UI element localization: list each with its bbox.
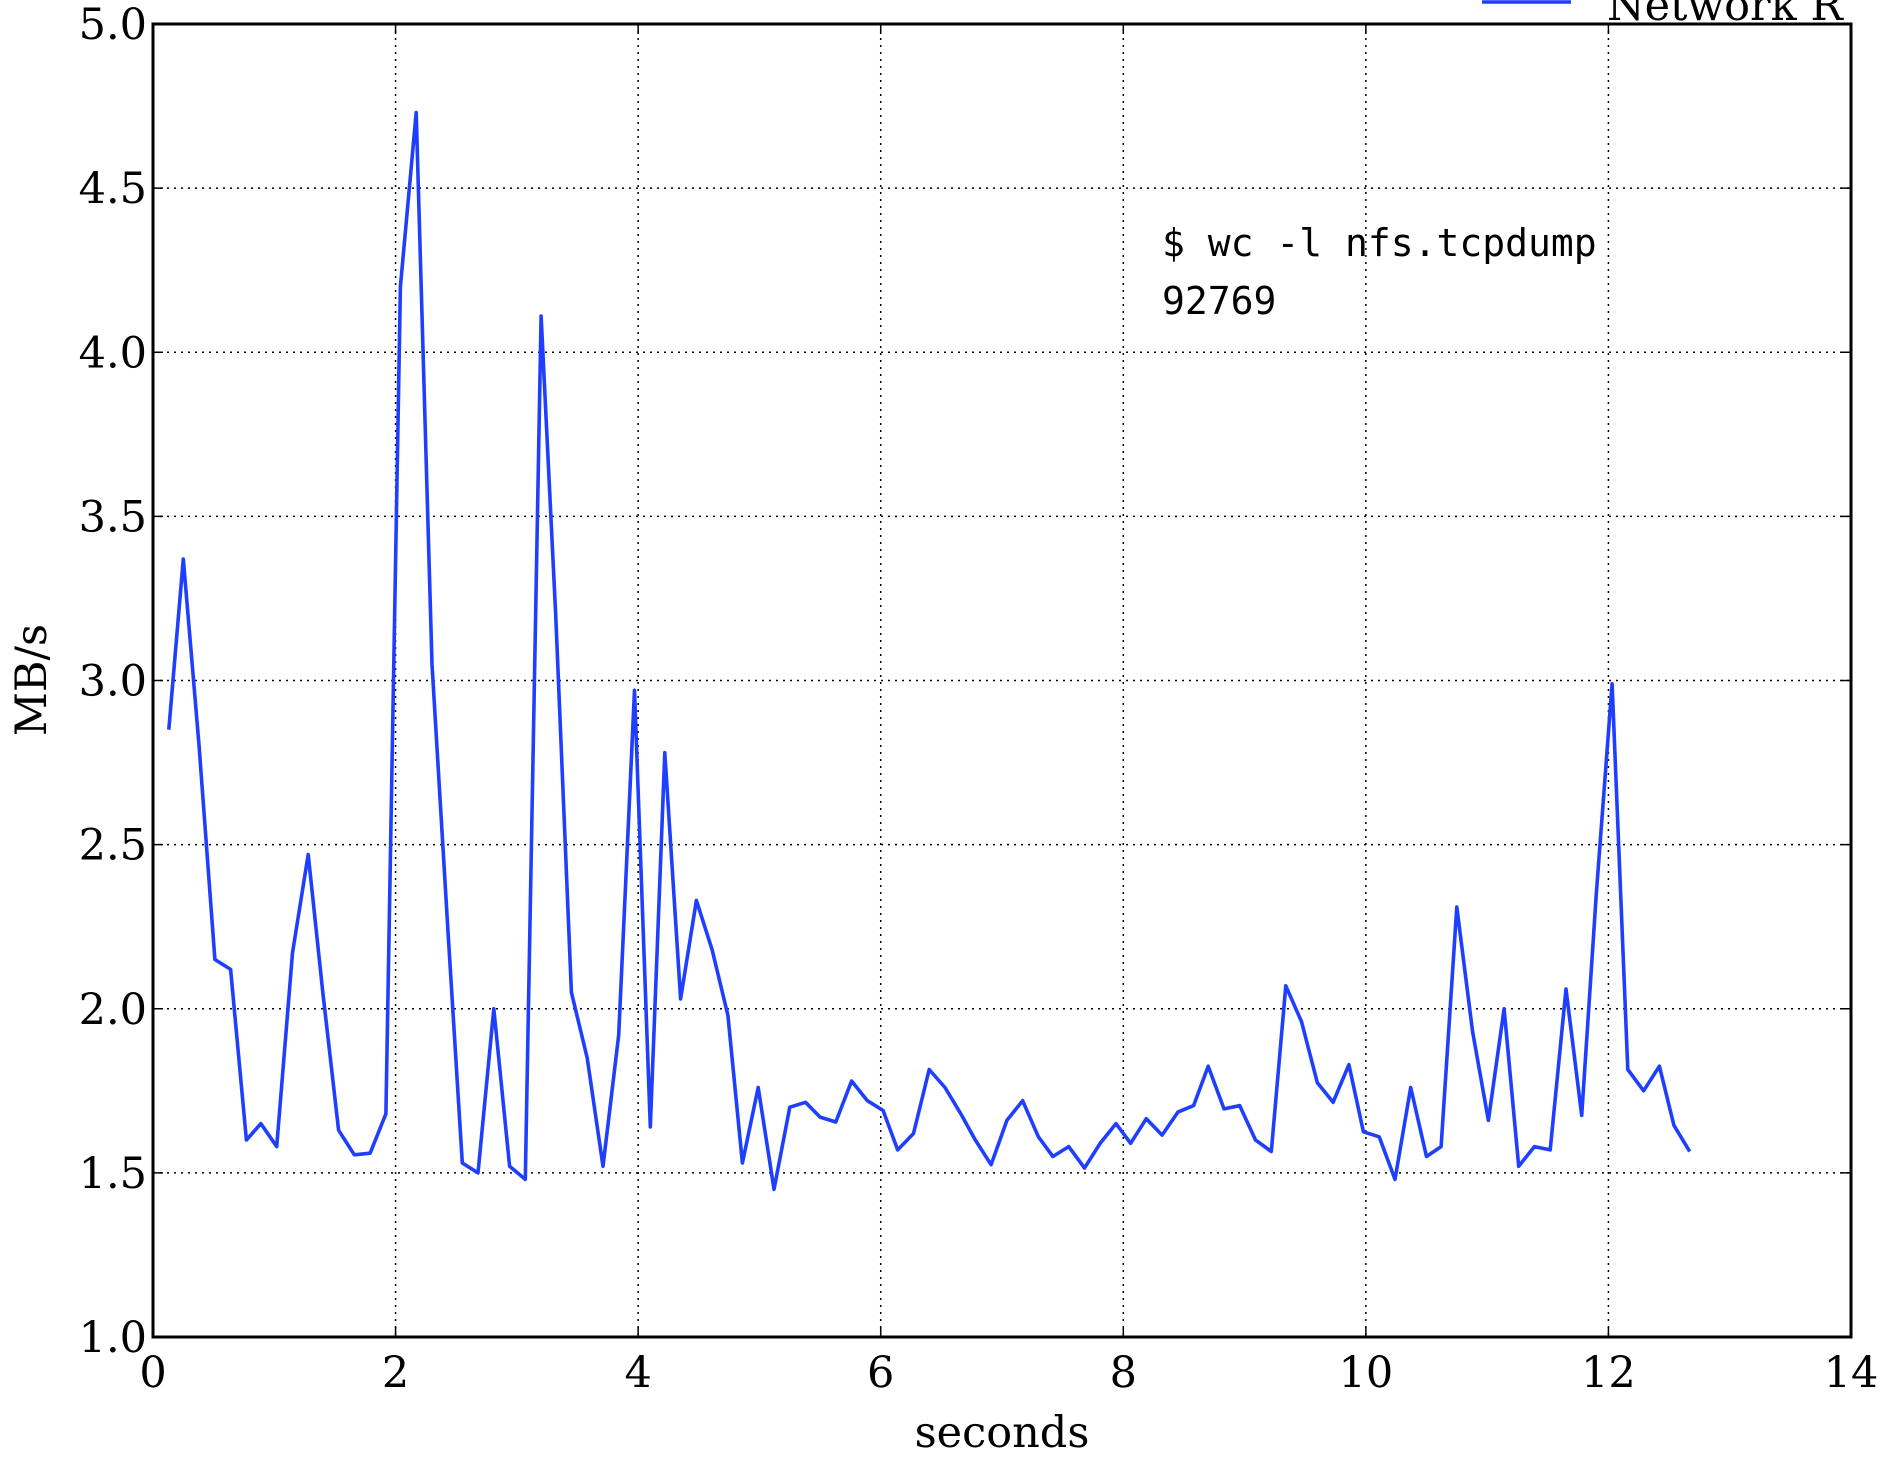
y-tick-label: 3.0 <box>79 657 147 707</box>
x-tick-label: 12 <box>1581 1348 1636 1398</box>
x-tick-label: 6 <box>867 1348 894 1398</box>
y-tick-label: 4.5 <box>79 164 147 214</box>
x-tick-label: 14 <box>1824 1348 1879 1398</box>
y-tick-label: 1.0 <box>79 1313 147 1363</box>
x-tick-label: 4 <box>624 1348 651 1398</box>
x-tick-label: 0 <box>139 1348 166 1398</box>
y-tick-label: 2.0 <box>79 985 147 1035</box>
y-tick-label: 2.5 <box>79 821 147 871</box>
annotation: $ wc -l nfs.tcpdump <box>1162 221 1597 265</box>
plot-frame <box>151 22 1853 1339</box>
y-tick-label: 1.5 <box>79 1149 147 1199</box>
x-tick-label: 8 <box>1110 1348 1137 1398</box>
annotation: 92769 <box>1162 279 1276 323</box>
legend-label: Network R <box>1607 0 1844 31</box>
x-axis-label: seconds <box>915 1408 1090 1457</box>
y-tick-label: 5.0 <box>79 0 147 50</box>
y-tick-label: 4.0 <box>79 328 147 378</box>
x-tick-label: 2 <box>382 1348 409 1398</box>
y-tick-label: 3.5 <box>79 492 147 542</box>
y-axis-label: MB/s <box>7 624 57 736</box>
data-line <box>167 110 1692 1192</box>
x-tick-label: 10 <box>1338 1348 1393 1398</box>
